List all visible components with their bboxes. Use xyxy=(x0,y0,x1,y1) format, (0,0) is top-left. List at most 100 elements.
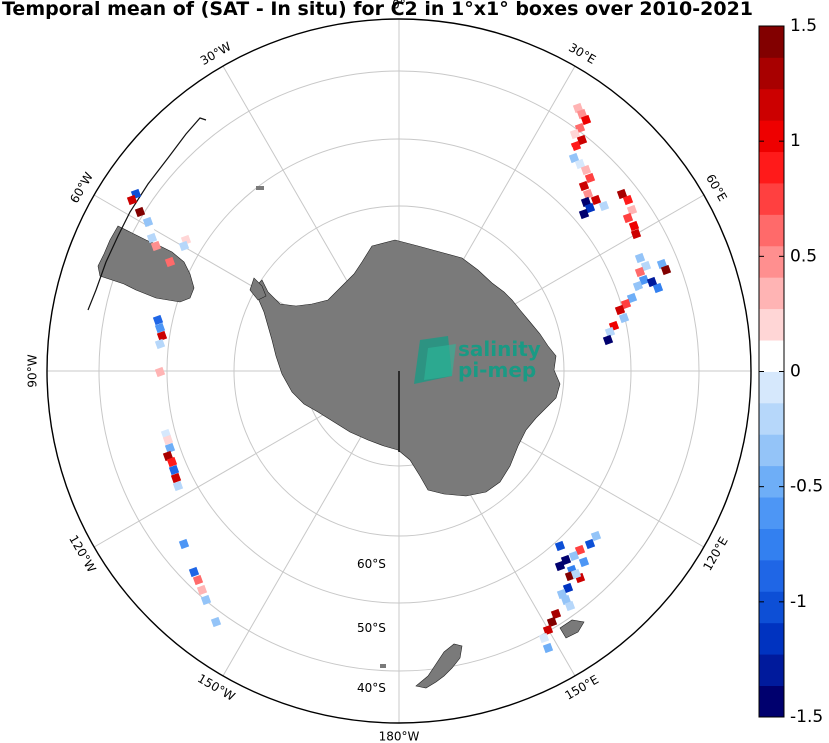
longitude-label: 120°E xyxy=(700,534,730,573)
colorbar-block xyxy=(759,559,784,592)
data-cell xyxy=(562,582,574,594)
colorbar-block xyxy=(759,88,784,121)
data-cell xyxy=(628,220,640,232)
longitude-label: 0° xyxy=(392,0,406,12)
data-cell xyxy=(578,208,590,220)
data-cell xyxy=(652,282,664,294)
longitude-label: 30°E xyxy=(566,40,598,67)
colorbar-block xyxy=(759,622,784,655)
colorbar-block xyxy=(759,465,784,498)
data-cell xyxy=(156,330,168,342)
logo-line1: salinity xyxy=(458,337,541,361)
longitude-label: 120°W xyxy=(66,533,99,575)
data-cell xyxy=(554,540,566,552)
data-cell xyxy=(196,584,208,596)
colorbar-block xyxy=(759,151,784,184)
latitude-label: 60°S xyxy=(357,557,386,571)
colorbar-block xyxy=(759,26,784,58)
data-cell xyxy=(618,312,630,324)
data-cell xyxy=(598,200,610,212)
longitude-label: 150°W xyxy=(195,671,237,704)
latitude-label: 50°S xyxy=(357,621,386,635)
data-cell xyxy=(162,434,174,446)
colorbar-block xyxy=(759,340,784,372)
colorbar-block xyxy=(759,685,784,718)
colorbar-block xyxy=(759,654,784,686)
data-cell xyxy=(178,538,190,550)
data-cell xyxy=(660,264,672,276)
data-cell xyxy=(622,212,634,224)
colorbar-block xyxy=(759,528,784,561)
data-cell xyxy=(569,128,581,140)
data-cell xyxy=(542,624,554,636)
data-cell xyxy=(614,304,626,316)
antarctic-peninsula xyxy=(249,277,267,301)
colorbar-ticks: 1.5 1 0.5 0 -0.5 -1 -1.5 xyxy=(759,16,823,727)
colorbar-block xyxy=(759,245,784,278)
data-cell xyxy=(154,366,166,378)
data-cell xyxy=(568,152,580,164)
data-cell xyxy=(576,134,588,146)
data-cell xyxy=(582,188,594,200)
data-cell xyxy=(590,530,602,542)
tasmania-landmass xyxy=(559,619,585,639)
data-cell xyxy=(630,228,642,240)
colorbar-tick-label: 1.5 xyxy=(790,16,817,36)
small-island xyxy=(256,186,264,190)
colorbar-block xyxy=(759,277,784,310)
colorbar-block xyxy=(759,120,784,153)
data-cell xyxy=(604,326,616,338)
polar-map: salinity pi-mep 30°E 60°E 90°E 120°E 150°E 18… xyxy=(26,0,761,743)
data-cell xyxy=(580,164,592,176)
data-cell xyxy=(622,194,634,206)
data-cell xyxy=(210,616,222,628)
antarctica-landmass xyxy=(255,239,561,497)
data-cell xyxy=(554,560,566,572)
data-cell xyxy=(538,632,550,644)
data-cell xyxy=(634,266,646,278)
colorbar-block xyxy=(759,434,784,467)
data-cells xyxy=(126,102,672,654)
data-cell xyxy=(632,280,644,292)
data-cell xyxy=(134,206,146,218)
south-america-coast-line xyxy=(87,117,207,311)
data-cell xyxy=(188,566,200,578)
data-cell xyxy=(542,642,554,654)
logo-line2: pi-mep xyxy=(458,358,536,382)
data-cell xyxy=(646,276,658,288)
data-cell xyxy=(578,180,590,192)
data-cell xyxy=(584,202,596,214)
data-cell xyxy=(154,338,166,350)
data-cell xyxy=(570,568,582,580)
longitude-label: 150°E xyxy=(562,672,601,702)
data-cell xyxy=(168,464,180,476)
longitude-label: 180°W xyxy=(379,730,420,743)
data-cell xyxy=(626,292,638,304)
data-cell xyxy=(578,556,590,568)
data-cell xyxy=(560,554,572,566)
data-cell xyxy=(150,240,162,252)
data-cell xyxy=(626,204,638,216)
data-cell xyxy=(200,594,212,606)
data-cell xyxy=(568,550,580,562)
salinity-pimep-logo: salinity pi-mep xyxy=(414,336,541,384)
small-island xyxy=(380,664,386,668)
data-cell xyxy=(192,574,204,586)
colorbar-block xyxy=(759,183,784,215)
colorbar-tick-label: 0.5 xyxy=(790,246,817,266)
data-cell xyxy=(584,172,596,184)
map-title: Temporal mean of (SAT - In situ) for C2 … xyxy=(2,0,754,20)
data-cell xyxy=(574,158,586,170)
data-cell xyxy=(550,608,562,620)
data-cell xyxy=(142,216,154,228)
data-cell xyxy=(144,224,156,236)
data-cell xyxy=(620,298,632,310)
data-cell xyxy=(146,232,158,244)
data-cell xyxy=(170,472,182,484)
data-cell xyxy=(152,314,164,326)
data-cell xyxy=(126,194,138,206)
colorbar-tick-label: -0.5 xyxy=(790,477,823,497)
data-cell xyxy=(166,456,178,468)
data-cell xyxy=(570,140,582,152)
data-cell xyxy=(602,334,614,346)
